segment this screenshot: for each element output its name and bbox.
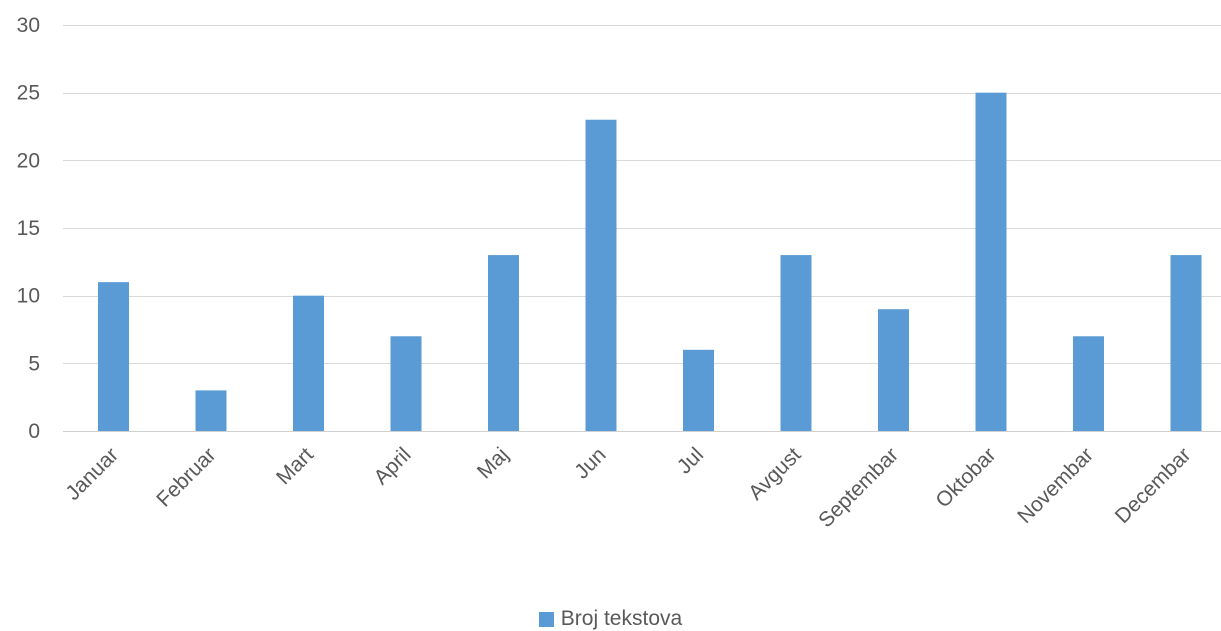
legend-swatch <box>538 611 554 627</box>
gridlines <box>63 25 1221 432</box>
bar-mart <box>293 295 324 431</box>
bar-jul <box>683 349 714 431</box>
legend: Broj tekstova <box>0 607 1221 631</box>
x-tick-label: Februar <box>152 443 220 511</box>
bar-decembar <box>1170 255 1202 431</box>
y-tick-label: 15 <box>17 217 40 240</box>
x-tick-label: Decembar <box>1111 443 1196 528</box>
bar-januar <box>98 282 129 431</box>
legend-label: Broj tekstova <box>560 607 683 630</box>
bar-februar <box>195 390 227 431</box>
x-tick-label: Avgust <box>744 443 806 505</box>
x-tick-label: Jun <box>570 443 610 483</box>
y-tick-label: 0 <box>28 420 40 443</box>
y-tick-label: 30 <box>17 14 40 37</box>
x-tick-label: Januar <box>61 443 123 505</box>
y-tick-label: 5 <box>28 352 40 375</box>
y-tick-label: 10 <box>17 285 40 308</box>
x-tick-label: Septembar <box>814 443 903 532</box>
bar-jun <box>585 119 617 431</box>
bars <box>98 92 1202 432</box>
y-tick-label: 25 <box>17 82 40 105</box>
bar-septembar <box>878 309 909 431</box>
x-tick-label: Maj <box>473 443 513 483</box>
x-tick-label: Novembar <box>1013 443 1098 528</box>
x-tick-label: Oktobar <box>931 443 1000 512</box>
y-tick-label: 20 <box>17 149 40 172</box>
y-axis: 0 5 10 15 20 25 30 <box>17 14 40 443</box>
bar-novembar <box>1073 336 1104 431</box>
x-tick-label: Mart <box>272 443 318 489</box>
x-axis-labels: Januar Februar Mart April Maj Jun Jul Avgust Sep… <box>61 443 1195 532</box>
bar-april <box>390 336 422 431</box>
bar-avgust <box>780 255 812 431</box>
x-tick-label: Jul <box>673 443 708 478</box>
x-tick-label: April <box>370 443 416 489</box>
bar-maj <box>488 255 519 431</box>
bar-oktobar <box>975 92 1007 432</box>
